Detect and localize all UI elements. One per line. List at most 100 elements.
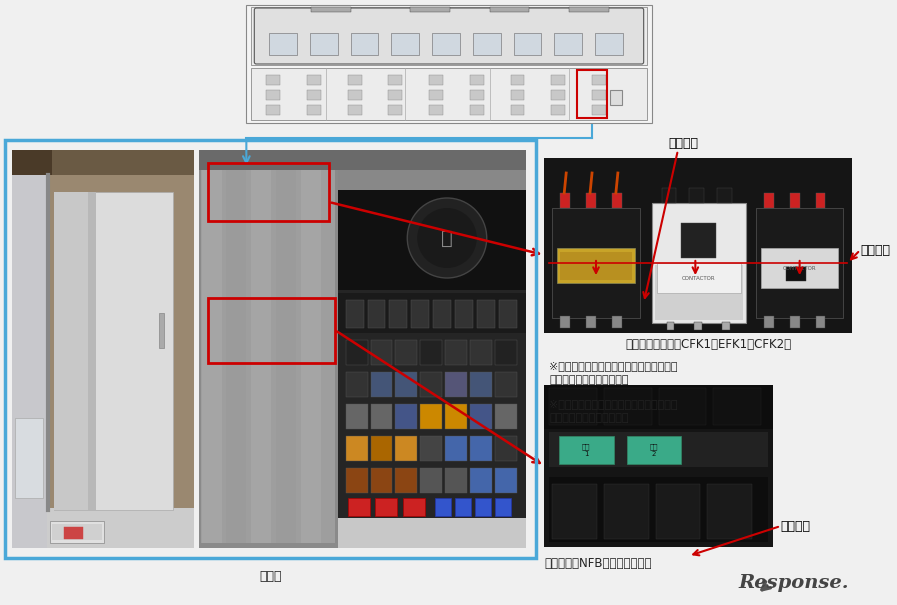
Bar (429, 75, 443, 85)
Text: CONTACTOR: CONTACTOR (783, 266, 816, 270)
Bar (420, 436, 442, 461)
Circle shape (417, 208, 477, 268)
Text: 空調
1: 空調 1 (582, 443, 590, 457)
Text: Response.: Response. (739, 574, 849, 592)
Bar (477, 300, 494, 328)
Bar (586, 316, 596, 328)
Bar (396, 372, 417, 397)
Text: 元: 元 (441, 229, 453, 247)
Bar (370, 372, 392, 397)
Bar (201, 155, 335, 543)
Bar (388, 90, 402, 100)
Bar (561, 316, 570, 328)
Bar (338, 190, 527, 290)
Bar (12, 150, 52, 175)
Bar (368, 300, 386, 328)
Bar (307, 105, 321, 115)
Bar (345, 404, 368, 429)
Bar (570, 7, 609, 12)
Bar (490, 7, 529, 12)
Bar (276, 155, 296, 543)
Bar (470, 404, 492, 429)
Bar (549, 388, 597, 425)
Bar (544, 385, 773, 547)
Bar (307, 90, 321, 100)
Bar (266, 90, 280, 100)
Bar (786, 267, 806, 281)
Bar (396, 468, 417, 493)
Text: 赤熱箇所: 赤熱箇所 (668, 137, 698, 150)
Bar (718, 188, 732, 203)
Bar (345, 468, 368, 493)
Text: ※ＥＦＫ：室内送風機を動作させるための
　　接触器（数字は部位）: ※ＥＦＫ：室内送風機を動作させるための 接触器（数字は部位） (549, 399, 678, 423)
Bar (514, 33, 542, 55)
Bar (15, 418, 43, 498)
Bar (586, 193, 596, 208)
Bar (420, 372, 442, 397)
Bar (473, 33, 501, 55)
Bar (592, 75, 606, 85)
Bar (226, 155, 247, 543)
Bar (494, 340, 517, 365)
Bar (627, 436, 682, 464)
Bar (655, 265, 743, 320)
Bar (269, 33, 297, 55)
Bar (338, 150, 527, 518)
Bar (553, 208, 640, 318)
Bar (389, 300, 407, 328)
Bar (198, 150, 338, 548)
Bar (207, 163, 329, 221)
Bar (370, 468, 392, 493)
Bar (756, 208, 843, 318)
Bar (610, 90, 622, 105)
Bar (198, 150, 527, 548)
Bar (370, 436, 392, 461)
Bar (420, 340, 442, 365)
Bar (561, 252, 631, 280)
Bar (159, 313, 164, 348)
Bar (445, 340, 466, 365)
Text: 空調
2: 空調 2 (649, 443, 658, 457)
Bar (345, 436, 368, 461)
Bar (455, 498, 471, 516)
Bar (552, 75, 565, 85)
Bar (510, 105, 525, 115)
Bar (348, 105, 361, 115)
Bar (429, 90, 443, 100)
Bar (89, 192, 96, 510)
Bar (207, 298, 335, 363)
FancyBboxPatch shape (254, 8, 644, 64)
Bar (592, 90, 606, 100)
Bar (391, 33, 419, 55)
Bar (544, 158, 852, 333)
Bar (348, 498, 370, 516)
Bar (311, 7, 351, 12)
Bar (494, 404, 517, 429)
Bar (445, 372, 466, 397)
Bar (510, 75, 525, 85)
Bar (445, 404, 466, 429)
Bar (420, 468, 442, 493)
Bar (682, 223, 716, 258)
Bar (666, 322, 675, 330)
Bar (338, 160, 527, 190)
Bar (694, 322, 702, 330)
Bar (592, 105, 606, 115)
Bar (494, 436, 517, 461)
Bar (470, 436, 492, 461)
Bar (475, 498, 491, 516)
Text: 接触器（左から、CFK1、EFK1、CFK2）: 接触器（左から、CFK1、EFK1、CFK2） (625, 338, 791, 351)
Bar (12, 508, 194, 548)
Bar (577, 70, 607, 118)
Bar (554, 33, 582, 55)
Bar (251, 68, 647, 120)
Bar (338, 293, 527, 333)
Bar (411, 300, 429, 328)
Bar (247, 5, 651, 123)
Bar (301, 155, 321, 543)
Bar (494, 468, 517, 493)
Bar (12, 150, 47, 548)
Bar (662, 188, 676, 203)
Bar (561, 193, 570, 208)
Bar (815, 316, 825, 328)
